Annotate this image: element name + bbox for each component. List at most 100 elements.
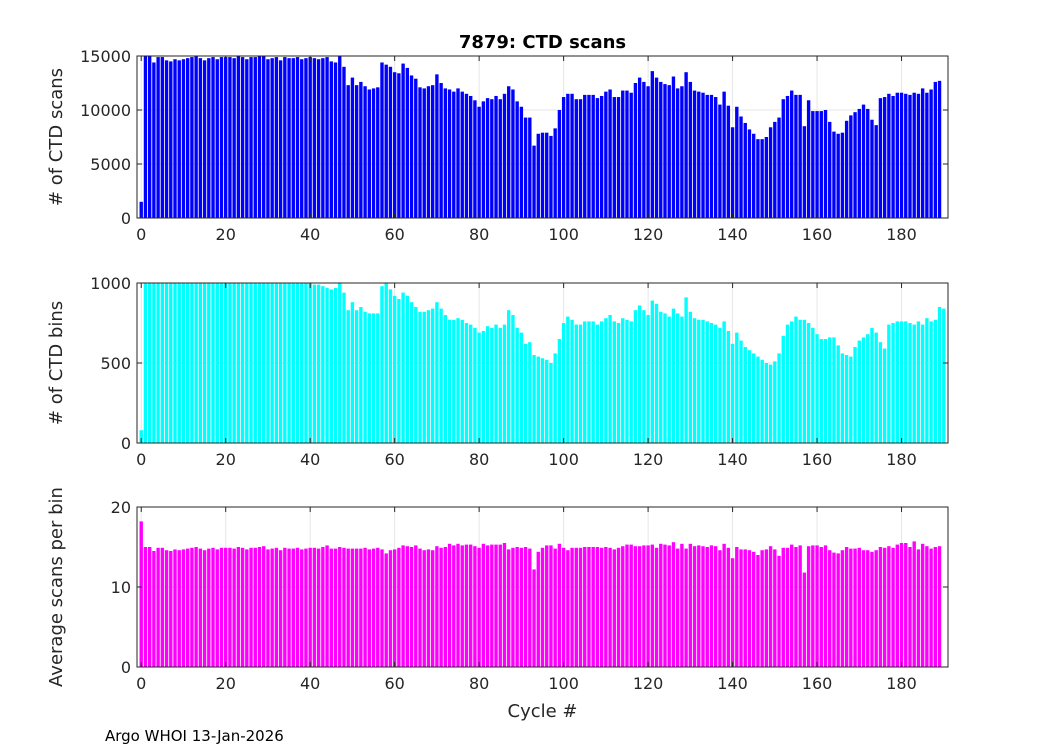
bar: [198, 58, 203, 218]
bar: [849, 548, 853, 667]
bar: [836, 345, 840, 443]
bar: [211, 283, 215, 443]
bar: [295, 57, 300, 218]
bar: [443, 88, 448, 219]
bar: [595, 547, 600, 667]
bar: [240, 57, 245, 218]
bar: [469, 324, 473, 443]
bar: [654, 547, 659, 667]
bar: [464, 93, 469, 218]
bar: [933, 81, 938, 218]
bar: [528, 117, 532, 218]
x-axis-label: Cycle #: [508, 701, 578, 722]
bar: [561, 547, 566, 667]
bar: [705, 321, 709, 443]
bar: [316, 59, 321, 218]
bar: [828, 550, 832, 667]
bar: [414, 545, 418, 667]
bar: [566, 93, 570, 218]
bar: [156, 57, 160, 218]
bar: [523, 343, 528, 443]
bar: [460, 91, 464, 218]
bar: [185, 58, 190, 218]
bar: [904, 321, 908, 443]
bar: [621, 546, 625, 667]
bar: [439, 83, 443, 218]
bar: [760, 359, 764, 443]
bar: [156, 547, 160, 667]
bar: [570, 93, 574, 218]
bar: [447, 543, 452, 667]
bar: [405, 67, 410, 218]
bar: [270, 58, 274, 218]
bar: [912, 324, 916, 443]
y-axis-label: Average scans per bin: [46, 487, 67, 687]
bar: [477, 547, 481, 667]
bar: [802, 572, 807, 667]
bar: [752, 551, 756, 667]
bar: [515, 101, 519, 218]
bar: [811, 545, 815, 667]
bar: [304, 58, 308, 218]
bar: [494, 95, 498, 218]
bar: [270, 283, 274, 443]
bar: [578, 99, 583, 218]
bar: [473, 327, 477, 443]
bar: [764, 363, 769, 443]
bar: [409, 547, 414, 667]
bar: [887, 93, 891, 218]
bar: [697, 91, 701, 218]
bar: [857, 547, 861, 667]
bar: [291, 548, 295, 667]
bar: [604, 91, 608, 218]
bar: [350, 548, 355, 667]
bar: [857, 108, 861, 218]
bar: [376, 313, 380, 443]
bar: [177, 550, 181, 667]
bar: [380, 549, 384, 667]
bar: [785, 324, 790, 443]
bar: [904, 543, 908, 667]
bar: [245, 59, 249, 218]
bar: [599, 95, 604, 218]
bar: [823, 110, 828, 218]
bar: [920, 88, 925, 219]
bar: [473, 100, 477, 218]
bar: [435, 74, 439, 218]
bar: [621, 318, 625, 443]
bar: [583, 321, 587, 443]
bar: [929, 548, 933, 667]
bar: [291, 58, 295, 218]
bar: [519, 106, 524, 218]
bar: [561, 323, 566, 443]
bar: [152, 551, 156, 667]
bar: [549, 545, 553, 667]
bar: [599, 321, 604, 443]
bar: [278, 60, 283, 218]
bar: [840, 550, 845, 667]
bar: [485, 326, 490, 443]
bar: [756, 139, 760, 218]
bar: [895, 544, 900, 667]
bar: [283, 283, 287, 443]
bar: [401, 545, 405, 667]
bar: [595, 324, 600, 443]
bar: [908, 94, 912, 218]
bar: [688, 311, 693, 443]
bar: [726, 547, 731, 667]
bar: [760, 139, 764, 218]
bar: [794, 94, 798, 218]
bar: [207, 283, 211, 443]
x-tick-label: 160: [802, 674, 833, 693]
bar: [376, 547, 380, 667]
bar: [219, 283, 224, 443]
bar: [507, 549, 511, 667]
bar: [849, 356, 853, 443]
bar: [836, 553, 840, 667]
bar: [878, 547, 883, 667]
bar: [709, 545, 714, 667]
bar: [164, 60, 169, 218]
bar: [224, 57, 228, 218]
bar: [832, 131, 836, 218]
bar: [354, 548, 359, 667]
